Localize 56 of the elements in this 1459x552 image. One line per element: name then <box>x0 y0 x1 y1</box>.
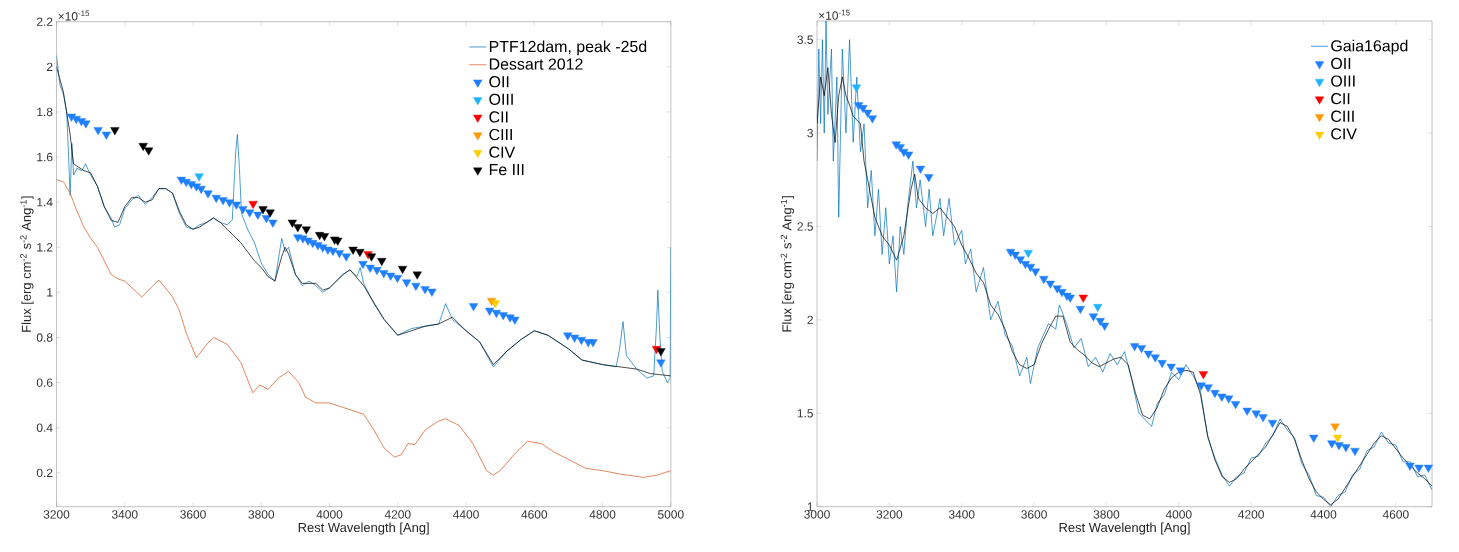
x-tick-label: 4600 <box>1382 510 1409 519</box>
y-axis-title: Flux [erg cm$^{-2}$ s$^{-2}$ Ang$^{-1}$] <box>780 196 795 332</box>
y-tick-label: 0.4 <box>36 423 53 432</box>
y-tick-label: 3.5 <box>797 35 813 44</box>
legend-label: OII <box>489 76 509 88</box>
legend-label: CIV <box>489 146 516 158</box>
legend-label: OIII <box>489 93 513 105</box>
legend-label: OII <box>1331 57 1351 70</box>
y-tick-label: 1.6 <box>37 152 53 162</box>
y-tick-label: 1.8 <box>37 107 53 117</box>
x-tick-label: 3600 <box>1021 510 1047 519</box>
y-tick-label: 1.5 <box>797 409 813 418</box>
legend-label: Gaia16apd <box>1331 39 1408 55</box>
x-tick-label: 4400 <box>453 510 479 519</box>
x-tick-label: 3600 <box>180 510 206 519</box>
legend-label: OIII <box>1331 75 1355 87</box>
legend-label: CII <box>1331 93 1350 105</box>
y-tick-label: 1 <box>47 288 53 297</box>
x-axis-title: Rest Wavelength [Ang] <box>298 522 429 535</box>
x-tick-label: 3400 <box>948 510 975 519</box>
x-tick-label: 3800 <box>248 510 275 519</box>
y-tick-label: 1 <box>807 502 813 511</box>
y-tick-label: 1.4 <box>37 198 53 207</box>
text: ×10$^{-15}$ <box>819 9 850 20</box>
y-tick-label: 2 <box>807 315 813 325</box>
x-tick-label: 4200 <box>1238 510 1264 519</box>
legend-label: Fe III <box>489 164 524 176</box>
x-axis-title: Rest Wavelength [Ang] <box>1059 522 1190 535</box>
x-tick-label: 4000 <box>316 510 343 519</box>
x-tick-label: 4000 <box>1165 510 1192 519</box>
x-tick-label: 4200 <box>384 510 411 519</box>
y-axis-title: Flux [erg cm$^{-2}$ s$^{-2}$ Ang$^{-1}$] <box>20 196 34 332</box>
legend-label: CII <box>489 111 508 123</box>
y-tick-label: 0.6 <box>36 378 53 387</box>
x-tick-label: 3800 <box>1093 510 1120 519</box>
y-tick-label: 0.2 <box>36 468 53 478</box>
x-tick-label: 4800 <box>589 510 616 519</box>
x-tick-label: 3200 <box>876 510 903 519</box>
y-tick-label: 3 <box>807 128 813 138</box>
x-tick-label: 4400 <box>1310 510 1337 519</box>
legend-label: PTF12dam, peak -25d <box>489 40 647 56</box>
y-tick-label: 2 <box>46 62 53 71</box>
text: ×10$^{-15}$ <box>58 10 90 21</box>
x-tick-label: 4600 <box>521 510 548 519</box>
x-tick-label: 3200 <box>43 510 70 519</box>
y-tick-label: 2.2 <box>36 17 53 26</box>
legend-label: CIII <box>1331 110 1354 122</box>
legend-label: CIV <box>1331 128 1357 140</box>
legend-label: CIII <box>489 128 512 141</box>
x-tick-label: 5000 <box>657 510 684 519</box>
legend-label: Dessart 2012 <box>489 58 583 70</box>
y-tick-label: 0.8 <box>36 333 53 342</box>
x-tick-label: 3400 <box>111 510 138 519</box>
x-tick-label: 3000 <box>804 510 830 519</box>
y-tick-label: 1.2 <box>37 243 53 252</box>
y-tick-label: 2.5 <box>797 222 813 231</box>
